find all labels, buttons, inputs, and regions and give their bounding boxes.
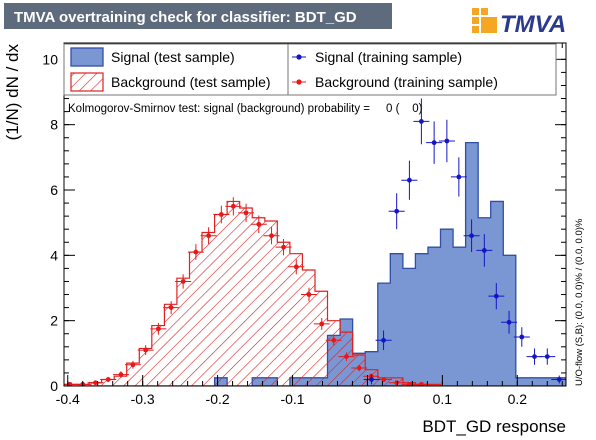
background-train-point — [93, 380, 98, 386]
signal-train-point — [519, 334, 525, 340]
signal-train-point — [431, 140, 437, 146]
x-tick-label: 0 — [364, 391, 372, 407]
background-train-point — [230, 203, 236, 209]
histograms — [64, 98, 566, 386]
background-train-point — [180, 279, 186, 284]
plot-frame — [63, 42, 567, 387]
y-tick-label: 4 — [50, 247, 58, 263]
background-train-point — [243, 210, 249, 216]
signal-train-points — [363, 98, 566, 385]
signal-train-point — [532, 354, 537, 359]
background-train-point — [418, 381, 424, 386]
signal-train-point — [469, 233, 474, 239]
legend-label-signal-test: Signal (test sample) — [111, 49, 235, 65]
y-tick-label: 10 — [42, 51, 58, 67]
background-train-point — [168, 305, 174, 310]
y-tick-label: 0 — [50, 378, 58, 394]
legend-swatch-signal-test — [70, 47, 104, 67]
background-train-point — [293, 264, 299, 270]
signal-train-point — [481, 248, 487, 253]
background-train-point — [407, 381, 412, 386]
background-train-point — [356, 365, 362, 371]
signal-train-point — [493, 293, 499, 299]
background-train-point — [130, 362, 136, 368]
x-tick-label: 0.2 — [508, 391, 528, 407]
y-tick-label: 2 — [50, 313, 58, 329]
signal-test-histogram — [64, 141, 566, 386]
legend-label-background-train: Background (training sample) — [315, 74, 498, 90]
title-bar: TMVA overtraining check for classifier: … — [4, 3, 392, 29]
signal-train-point — [407, 177, 412, 183]
background-train-point — [281, 244, 286, 250]
ks-test-text: Kolmogorov-Smirnov test: signal (backgro… — [68, 103, 423, 115]
y-tick-label: 6 — [50, 182, 58, 198]
overflow-text: U/O-flow (S,B): (0.0, 0.0)% / (0.0, 0.0)… — [574, 218, 585, 386]
signal-train-point — [394, 208, 400, 214]
x-tick-label: 0.1 — [433, 391, 453, 407]
legend-swatch-signal-train — [296, 54, 302, 60]
signal-train-point — [544, 354, 550, 359]
background-train-point — [156, 326, 161, 332]
background-train-point — [193, 249, 199, 255]
x-tick-label: -0.3 — [131, 391, 155, 407]
background-train-point — [331, 337, 337, 343]
x-axis-label: BDT_GD response — [422, 417, 566, 436]
background-train-point — [394, 380, 400, 386]
tmva-logo: TMVA — [472, 8, 566, 35]
x-tick-label: -0.4 — [56, 391, 80, 407]
background-train-point — [319, 321, 325, 327]
chart-title: TMVA overtraining check for classifier: … — [14, 9, 357, 26]
background-train-point — [344, 354, 349, 359]
signal-train-point — [381, 337, 386, 343]
legend-label-background-test: Background (test sample) — [111, 74, 271, 90]
x-tick-label: -0.1 — [280, 391, 304, 407]
background-train-point — [118, 372, 124, 377]
signal-train-point — [369, 377, 374, 382]
legend-box-train — [287, 43, 557, 96]
logo-text: TMVA — [500, 11, 566, 35]
background-train-point — [218, 212, 224, 217]
signal-train-point — [444, 138, 450, 144]
background-train-point — [105, 377, 111, 382]
background-train-point — [143, 347, 149, 353]
background-train-points — [64, 197, 430, 386]
signal-train-point — [506, 319, 512, 325]
y-tick-label: 8 — [50, 117, 58, 133]
background-train-point — [206, 233, 212, 239]
background-train-point — [306, 292, 312, 297]
signal-train-point — [456, 174, 462, 180]
y-axis-label: (1/N) dN / dx — [3, 44, 22, 141]
background-train-point — [256, 221, 262, 227]
legend-label-signal-train: Signal (training sample) — [315, 49, 462, 65]
signal-train-point — [418, 119, 424, 124]
x-tick-label: -0.2 — [206, 391, 230, 407]
background-train-point — [269, 233, 274, 239]
background-train-point — [381, 377, 387, 382]
legend-swatch-background-test — [70, 72, 104, 92]
legend-swatch-background-train — [296, 79, 302, 85]
signal-train-point — [556, 377, 562, 382]
background-train-point — [67, 381, 73, 386]
